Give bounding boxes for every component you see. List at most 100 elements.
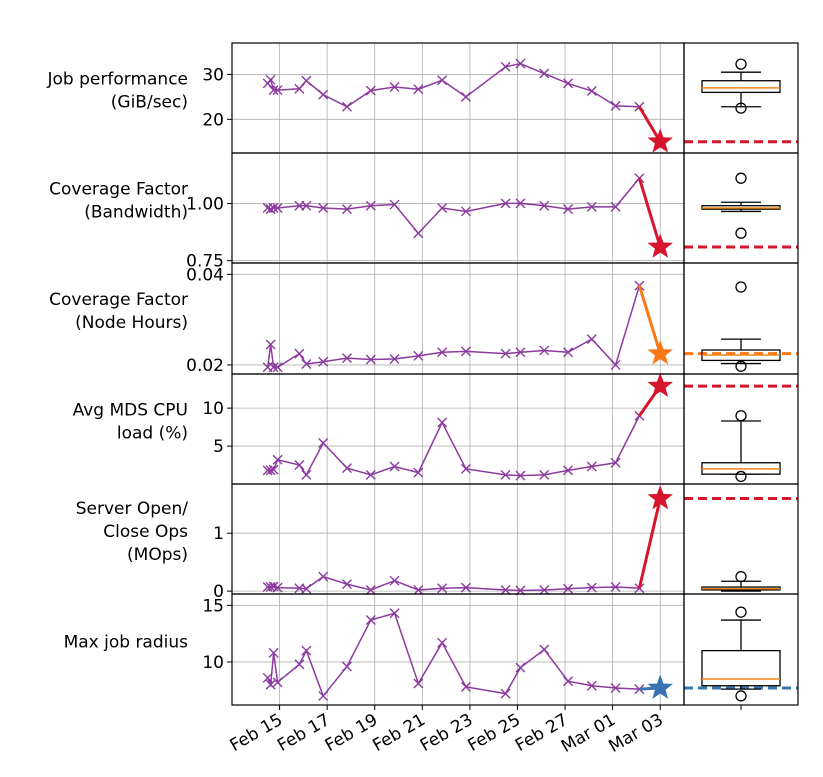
data-point [610, 582, 621, 593]
marker-stroke [586, 334, 597, 345]
marker-stroke [262, 672, 273, 683]
y-tick-label: 10 [202, 399, 224, 419]
data-point [437, 637, 448, 648]
data-point [586, 201, 597, 212]
y-axis-label: Coverage Factor [49, 180, 188, 200]
data-point [272, 582, 283, 593]
data-point [539, 644, 550, 655]
outlier-star [647, 340, 673, 365]
y-axis-label: load (%) [117, 424, 188, 444]
data-point [610, 201, 621, 212]
data-point [272, 362, 283, 373]
data-point [610, 457, 621, 468]
data-point [413, 467, 424, 478]
data-point [318, 89, 329, 100]
data-point [301, 645, 312, 656]
marker-stroke [365, 615, 376, 626]
marker-stroke [268, 85, 279, 96]
marker-stroke [318, 690, 329, 701]
data-point [586, 461, 597, 472]
marker-stroke [413, 84, 424, 95]
marker-stroke [563, 204, 574, 215]
data-point [365, 584, 376, 595]
marker-stroke [341, 353, 352, 364]
data-point [294, 460, 305, 471]
data-point [268, 85, 279, 96]
y-axis-label: Max job radius [64, 633, 189, 653]
y-tick-label: 0.04 [186, 265, 224, 285]
data-point [539, 469, 550, 480]
series-line [266, 612, 640, 698]
data-point [460, 91, 471, 102]
panel-6: 10 15 Max job radius [64, 593, 799, 706]
marker-stroke [389, 608, 400, 619]
marker-stroke [610, 100, 621, 111]
x-tick-label: Feb 23 [417, 710, 476, 756]
marker-stroke [365, 200, 376, 211]
data-point [272, 454, 283, 465]
y-tick-label: 15 [202, 596, 224, 616]
data-point [318, 690, 329, 701]
marker-stroke [341, 463, 352, 474]
data-point [413, 350, 424, 361]
data-point [272, 203, 283, 213]
marker-stroke [437, 417, 448, 428]
data-point [389, 575, 400, 586]
marker-stroke [515, 470, 526, 481]
data-point [437, 583, 448, 594]
marker-stroke [610, 359, 621, 370]
boxplot-6 [684, 606, 798, 702]
y-tick-label: 20 [202, 110, 224, 130]
outlier-star [647, 674, 673, 699]
axes-frame [231, 373, 685, 485]
data-point [413, 84, 424, 95]
marker-stroke [272, 582, 283, 593]
series-line [267, 575, 640, 592]
marker-stroke [563, 676, 574, 687]
marker-stroke [389, 199, 400, 210]
series-line [266, 285, 641, 368]
y-tick-label: 1.00 [186, 194, 224, 214]
marker-stroke [515, 347, 526, 358]
marker-stroke [265, 679, 276, 690]
marker-stroke [460, 582, 471, 593]
marker-stroke [365, 584, 376, 595]
data-point [563, 465, 574, 476]
marker-stroke [272, 362, 283, 373]
marker-stroke [272, 677, 283, 688]
data-point [563, 204, 574, 215]
boxplot-2 [684, 172, 798, 249]
marker-stroke [341, 101, 352, 112]
marker-stroke [500, 469, 511, 480]
data-point [268, 647, 279, 658]
data-point [586, 86, 597, 97]
flier [735, 172, 747, 184]
series-line [267, 415, 641, 477]
data-point [413, 584, 424, 595]
data-point [341, 579, 352, 590]
marker-stroke [265, 74, 276, 85]
data-point [265, 339, 276, 350]
marker-stroke [515, 662, 526, 673]
data-point [365, 469, 376, 480]
marker-stroke [460, 346, 471, 357]
x-tick-label: Feb 17 [274, 710, 333, 756]
y-tick-label: 0.75 [186, 252, 224, 272]
data-point [500, 198, 511, 209]
marker-stroke [500, 61, 511, 72]
marker-stroke [610, 457, 621, 468]
marker-stroke [272, 454, 283, 465]
boxplot-1 [684, 58, 798, 144]
data-point [294, 83, 305, 94]
data-point [539, 68, 550, 79]
data-point [389, 461, 400, 472]
axes-frame [231, 42, 685, 154]
marker-stroke [318, 438, 329, 449]
marker-stroke [413, 350, 424, 361]
y-axis-label: (Bandwidth) [84, 203, 188, 223]
data-point [341, 204, 352, 215]
marker-stroke [272, 203, 283, 213]
box [701, 649, 781, 687]
marker-stroke [341, 204, 352, 215]
data-point [460, 582, 471, 593]
